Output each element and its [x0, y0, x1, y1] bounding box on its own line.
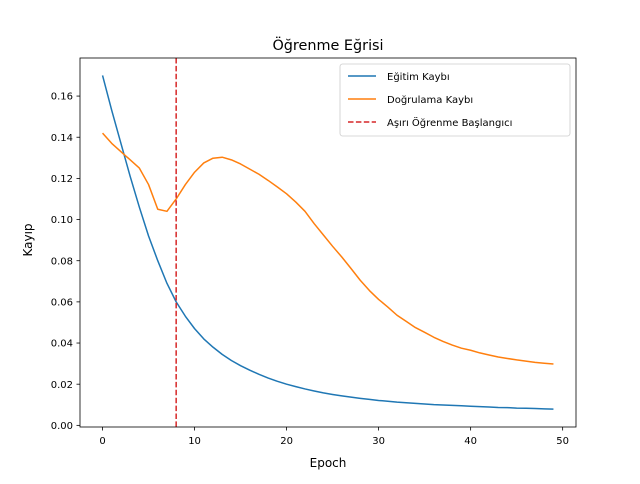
y-axis-label: Kayıp — [21, 223, 35, 256]
legend-label-1: Doğrulama Kaybı — [387, 94, 473, 106]
y-tick-label: 0.12 — [51, 174, 73, 185]
series-line-1 — [101, 132, 554, 365]
x-tick-label: 10 — [188, 436, 201, 447]
legend-box — [339, 63, 571, 137]
y-tick-label: 0.16 — [51, 92, 73, 103]
legend-label-0: Eğitim Kaybı — [387, 71, 450, 83]
x-tick-label: 0 — [99, 436, 105, 447]
y-tick-label: 0.06 — [51, 297, 73, 308]
x-tick-label: 40 — [464, 436, 477, 447]
series-line-0 — [101, 75, 554, 410]
y-tick-label: 0.02 — [51, 380, 73, 391]
legend: Eğitim Kaybı Doğrulama Kaybı Aşırı Öğrenme… — [339, 63, 571, 137]
x-tick-label: 30 — [372, 436, 385, 447]
y-tick-label: 0.04 — [51, 339, 73, 350]
plot-area: 0 10 20 30 40 50 0.00 0.02 0.04 0.06 0.08 0.10 0.12 0… — [51, 57, 577, 447]
axes-frame — [79, 57, 577, 428]
y-tick-label: 0.00 — [51, 421, 73, 432]
y-tick-label: 0.14 — [51, 133, 73, 144]
x-axis-label: Epoch — [310, 456, 347, 470]
y-tick-label: 0.08 — [51, 256, 73, 267]
legend-label-2: Aşırı Öğrenme Başlangıcı — [387, 116, 512, 129]
x-tick-label: 50 — [556, 436, 569, 447]
x-tick-label: 20 — [280, 436, 293, 447]
chart-title: Öğrenme Eğrisi — [272, 36, 383, 54]
y-tick-label: 0.10 — [51, 215, 73, 226]
